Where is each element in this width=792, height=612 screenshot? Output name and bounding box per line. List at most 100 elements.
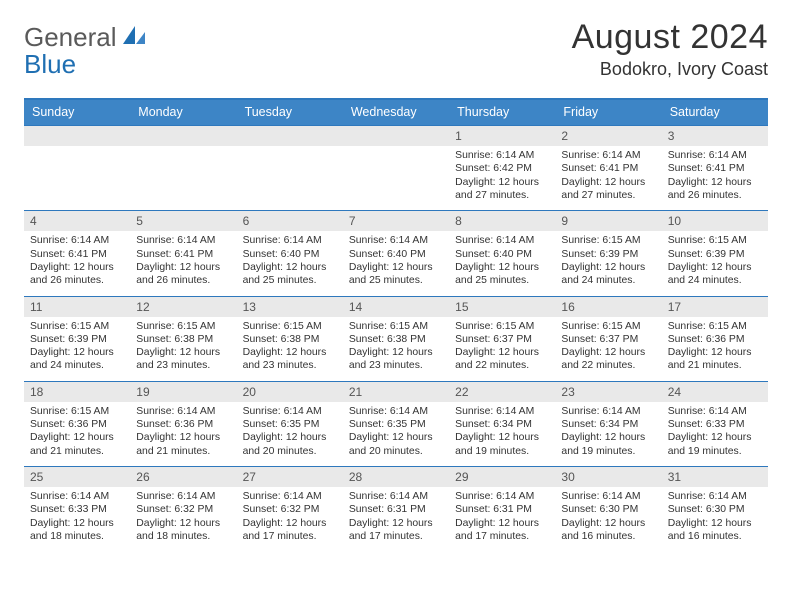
daylight-label: Daylight: 12 hours and 19 minutes. [455,431,549,458]
sunrise-label: Sunrise: 6:15 AM [668,234,762,247]
week-row: 11121314151617Sunrise: 6:15 AMSunset: 6:… [24,296,768,381]
month-title: August 2024 [572,18,768,57]
day-body: Sunrise: 6:14 AMSunset: 6:33 PMDaylight:… [662,402,768,466]
daylight-label: Daylight: 12 hours and 18 minutes. [30,517,124,544]
day-body: Sunrise: 6:14 AMSunset: 6:42 PMDaylight:… [449,146,555,210]
daylight-label: Daylight: 12 hours and 27 minutes. [561,176,655,203]
sunset-label: Sunset: 6:40 PM [243,248,337,261]
day-number: 14 [343,297,449,317]
day-number [237,126,343,146]
day-body: Sunrise: 6:14 AMSunset: 6:40 PMDaylight:… [237,231,343,295]
sunrise-label: Sunrise: 6:14 AM [668,149,762,162]
sunset-label: Sunset: 6:41 PM [561,162,655,175]
day-number: 15 [449,297,555,317]
sunrise-label: Sunrise: 6:14 AM [243,405,337,418]
sunset-label: Sunset: 6:32 PM [243,503,337,516]
sunrise-label: Sunrise: 6:14 AM [455,405,549,418]
logo-text: General Blue [24,24,117,79]
day-body: Sunrise: 6:15 AMSunset: 6:38 PMDaylight:… [343,317,449,381]
daylight-label: Daylight: 12 hours and 24 minutes. [561,261,655,288]
title-block: August 2024 Bodokro, Ivory Coast [572,18,768,80]
sunset-label: Sunset: 6:39 PM [30,333,124,346]
sunset-label: Sunset: 6:38 PM [243,333,337,346]
day-body-row: Sunrise: 6:15 AMSunset: 6:36 PMDaylight:… [24,402,768,466]
daylight-label: Daylight: 12 hours and 23 minutes. [349,346,443,373]
daylight-label: Daylight: 12 hours and 26 minutes. [30,261,124,288]
calendar: Sunday Monday Tuesday Wednesday Thursday… [24,98,768,551]
sunset-label: Sunset: 6:36 PM [30,418,124,431]
day-body: Sunrise: 6:14 AMSunset: 6:35 PMDaylight:… [343,402,449,466]
day-body: Sunrise: 6:14 AMSunset: 6:41 PMDaylight:… [662,146,768,210]
day-number: 8 [449,211,555,231]
day-number: 31 [662,467,768,487]
sunset-label: Sunset: 6:31 PM [455,503,549,516]
day-body: Sunrise: 6:14 AMSunset: 6:30 PMDaylight:… [662,487,768,551]
sunset-label: Sunset: 6:41 PM [136,248,230,261]
dow-sunday: Sunday [24,100,130,125]
sunset-label: Sunset: 6:37 PM [455,333,549,346]
day-number: 13 [237,297,343,317]
daylight-label: Daylight: 12 hours and 21 minutes. [30,431,124,458]
dow-wednesday: Wednesday [343,100,449,125]
sunrise-label: Sunrise: 6:14 AM [243,490,337,503]
sunrise-label: Sunrise: 6:15 AM [30,320,124,333]
day-body: Sunrise: 6:15 AMSunset: 6:38 PMDaylight:… [237,317,343,381]
day-body: Sunrise: 6:15 AMSunset: 6:39 PMDaylight:… [555,231,661,295]
daylight-label: Daylight: 12 hours and 25 minutes. [349,261,443,288]
day-body: Sunrise: 6:14 AMSunset: 6:41 PMDaylight:… [555,146,661,210]
daylight-label: Daylight: 12 hours and 26 minutes. [136,261,230,288]
day-number: 19 [130,382,236,402]
day-body: Sunrise: 6:14 AMSunset: 6:34 PMDaylight:… [555,402,661,466]
day-number: 25 [24,467,130,487]
sunrise-label: Sunrise: 6:14 AM [668,490,762,503]
day-body [343,146,449,210]
week-row: 123 Sunrise: 6:14 AMSunset: 6:42 PMDaylig… [24,125,768,210]
day-number-row: 25262728293031 [24,467,768,487]
day-of-week-header: Sunday Monday Tuesday Wednesday Thursday… [24,100,768,125]
sunset-label: Sunset: 6:36 PM [668,333,762,346]
day-number: 27 [237,467,343,487]
day-number-row: 11121314151617 [24,297,768,317]
day-body: Sunrise: 6:15 AMSunset: 6:39 PMDaylight:… [662,231,768,295]
dow-thursday: Thursday [449,100,555,125]
week-row: 25262728293031Sunrise: 6:14 AMSunset: 6:… [24,466,768,551]
sunrise-label: Sunrise: 6:14 AM [349,234,443,247]
day-number: 12 [130,297,236,317]
day-body: Sunrise: 6:14 AMSunset: 6:40 PMDaylight:… [343,231,449,295]
daylight-label: Daylight: 12 hours and 22 minutes. [455,346,549,373]
sunrise-label: Sunrise: 6:14 AM [455,149,549,162]
day-number: 11 [24,297,130,317]
day-body [24,146,130,210]
daylight-label: Daylight: 12 hours and 16 minutes. [668,517,762,544]
day-number: 3 [662,126,768,146]
week-row: 45678910Sunrise: 6:14 AMSunset: 6:41 PMD… [24,210,768,295]
day-number: 7 [343,211,449,231]
day-number: 21 [343,382,449,402]
day-body-row: Sunrise: 6:14 AMSunset: 6:42 PMDaylight:… [24,146,768,210]
logo-word-1: General [24,22,117,52]
sunrise-label: Sunrise: 6:14 AM [349,490,443,503]
sunset-label: Sunset: 6:39 PM [561,248,655,261]
sunset-label: Sunset: 6:35 PM [243,418,337,431]
day-number: 1 [449,126,555,146]
sunset-label: Sunset: 6:38 PM [349,333,443,346]
day-body: Sunrise: 6:15 AMSunset: 6:37 PMDaylight:… [555,317,661,381]
day-number: 18 [24,382,130,402]
sunrise-label: Sunrise: 6:14 AM [30,490,124,503]
weeks-container: 123Sunrise: 6:14 AMSunset: 6:42 PMDaylig… [24,125,768,551]
sunrise-label: Sunrise: 6:14 AM [349,405,443,418]
header: General Blue August 2024 Bodokro, Ivory … [24,18,768,80]
day-number: 26 [130,467,236,487]
day-number: 2 [555,126,661,146]
day-number: 23 [555,382,661,402]
day-body: Sunrise: 6:14 AMSunset: 6:40 PMDaylight:… [449,231,555,295]
daylight-label: Daylight: 12 hours and 26 minutes. [668,176,762,203]
day-body: Sunrise: 6:14 AMSunset: 6:31 PMDaylight:… [343,487,449,551]
day-number: 29 [449,467,555,487]
sunset-label: Sunset: 6:37 PM [561,333,655,346]
day-number: 28 [343,467,449,487]
day-body: Sunrise: 6:14 AMSunset: 6:31 PMDaylight:… [449,487,555,551]
sunrise-label: Sunrise: 6:14 AM [455,490,549,503]
sunset-label: Sunset: 6:35 PM [349,418,443,431]
daylight-label: Daylight: 12 hours and 17 minutes. [349,517,443,544]
